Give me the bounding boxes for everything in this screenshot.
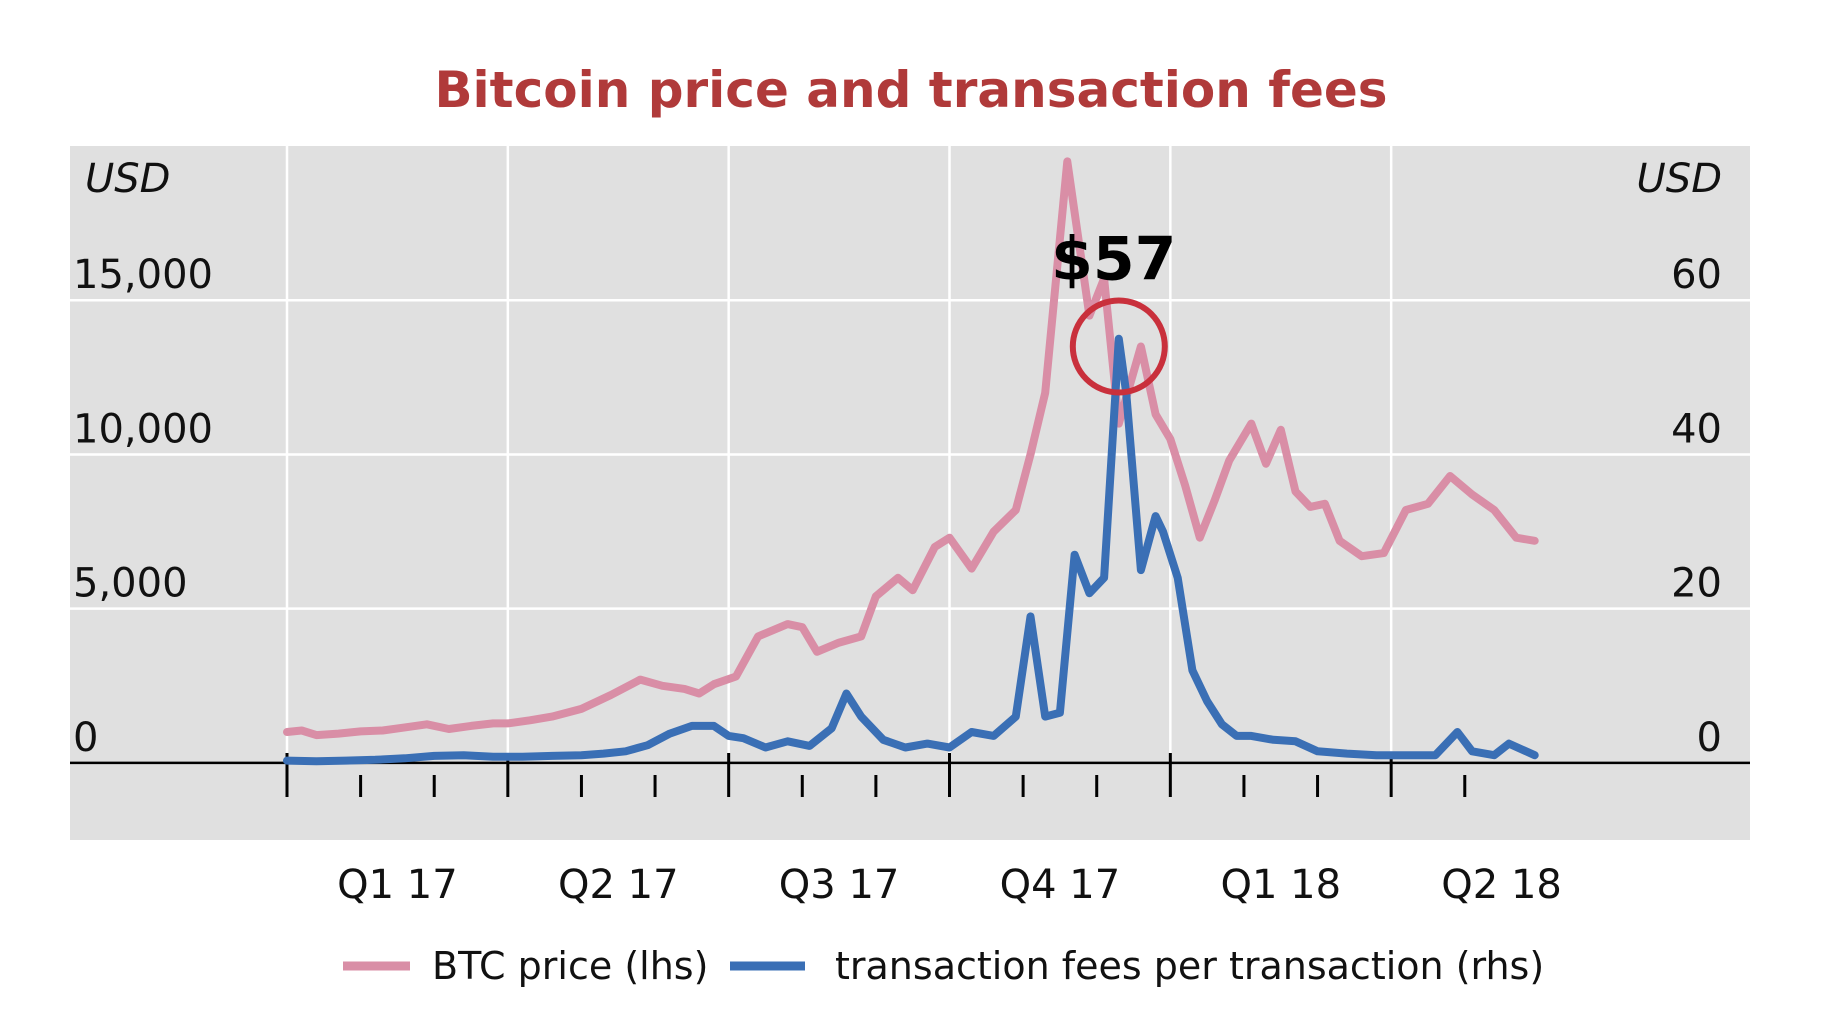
- right-tick-label: 60: [1671, 252, 1722, 298]
- gridlines: [70, 146, 1750, 763]
- x-tick-label: Q3 17: [779, 862, 900, 908]
- left-tick-label: 10,000: [73, 406, 213, 452]
- x-tick-label: Q1 18: [1220, 862, 1341, 908]
- left-tick-label: 5,000: [73, 561, 188, 607]
- annotation-label: $57: [1051, 224, 1176, 294]
- left-axis-unit: USD: [85, 156, 170, 202]
- left-axis-labels: 0 5,000 10,000 15,000: [73, 252, 213, 761]
- right-tick-label: 40: [1671, 406, 1722, 452]
- right-axis-labels: 0 20 40 60: [1671, 252, 1722, 761]
- chart-title: Bitcoin price and transaction fees: [434, 61, 1387, 119]
- left-tick-label: 0: [73, 715, 98, 761]
- left-tick-label: 15,000: [73, 252, 213, 298]
- annotation: $57: [1051, 224, 1176, 396]
- x-tick-label: Q1 17: [337, 862, 458, 908]
- series-transaction-fees-line: [283, 334, 1539, 766]
- x-tick-label: Q2 18: [1441, 862, 1562, 908]
- legend: BTC price (lhs) transaction fees per tra…: [343, 944, 1544, 988]
- x-tick-label: Q2 17: [558, 862, 679, 908]
- right-tick-label: 0: [1697, 715, 1722, 761]
- legend-fees-label: transaction fees per transaction (rhs): [835, 944, 1544, 988]
- right-tick-label: 20: [1671, 561, 1722, 607]
- x-axis-ticks: [285, 753, 1467, 797]
- series-btc-price-line: [283, 157, 1539, 740]
- x-axis-labels: Q1 17 Q2 17 Q3 17 Q4 17 Q1 18 Q2 18: [337, 862, 1562, 908]
- right-axis-unit: USD: [1637, 156, 1722, 202]
- x-tick-label: Q4 17: [1000, 862, 1121, 908]
- legend-btc-price-label: BTC price (lhs): [432, 944, 708, 988]
- annotation-circle: [1069, 297, 1168, 396]
- series-layer: [283, 157, 1539, 766]
